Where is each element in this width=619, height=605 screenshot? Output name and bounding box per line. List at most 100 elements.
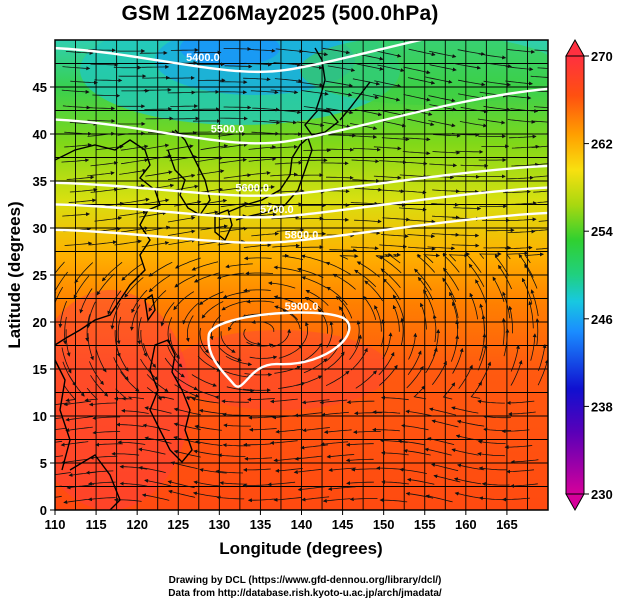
streamline [521, 277, 533, 304]
streamline [85, 470, 114, 475]
streamline [145, 170, 173, 177]
streamline [170, 48, 199, 52]
streamline [129, 304, 141, 331]
streamline [61, 89, 90, 94]
streamline [483, 427, 512, 432]
streamline [453, 206, 482, 211]
streamline [220, 116, 248, 121]
streamline [379, 498, 408, 503]
streamline [329, 248, 358, 253]
streamline [119, 210, 147, 217]
streamline [221, 300, 248, 311]
streamline [392, 304, 400, 332]
streamline [505, 80, 533, 86]
streamline [502, 497, 530, 502]
streamline [224, 370, 252, 379]
colorbar-tick-label: 246 [591, 312, 613, 327]
streamline [245, 271, 274, 276]
streamline [197, 355, 221, 372]
streamline [87, 481, 116, 486]
streamline [460, 106, 489, 114]
streamline [90, 187, 119, 193]
streamline [144, 406, 172, 414]
streamline [278, 344, 303, 359]
streamline [532, 229, 548, 232]
streamline [427, 436, 455, 445]
streamline [243, 171, 271, 176]
streamline [243, 243, 272, 248]
streamline [417, 276, 434, 301]
streamline [148, 274, 171, 293]
streamline [424, 447, 452, 456]
streamline [299, 321, 309, 348]
streamline [216, 272, 245, 280]
coast-china [55, 139, 161, 346]
streamline [506, 175, 534, 180]
streamline [477, 399, 505, 404]
streamline [174, 273, 199, 288]
streamline [382, 278, 401, 301]
streamline [244, 456, 273, 461]
streamline [63, 400, 92, 407]
streamline [68, 198, 97, 203]
streamline [381, 137, 410, 142]
streamline [484, 62, 512, 69]
streamline [335, 295, 353, 319]
streamline [274, 305, 299, 321]
streamline [116, 316, 122, 345]
streamline [166, 344, 183, 368]
streamline [267, 481, 296, 487]
streamline [354, 411, 382, 416]
streamline [354, 187, 383, 192]
streamline [373, 175, 402, 180]
streamline [63, 498, 91, 505]
colorbar-bottom-arrow [565, 493, 585, 512]
streamline [167, 480, 195, 489]
streamline [169, 154, 198, 162]
streamline [510, 483, 538, 488]
streamline [62, 66, 91, 71]
streamline [503, 189, 531, 194]
streamline [399, 161, 428, 166]
streamline [532, 120, 548, 123]
streamline [416, 253, 436, 273]
streamline [171, 116, 200, 121]
streamline [193, 480, 221, 487]
streamline [454, 491, 482, 499]
streamline [220, 226, 248, 233]
x-axis-label: Longitude (degrees) [219, 539, 382, 558]
streamline [222, 412, 250, 417]
streamline [524, 252, 544, 264]
streamline [379, 364, 398, 386]
streamline [243, 467, 271, 472]
streamline [389, 252, 401, 264]
streamline [502, 291, 511, 319]
coast-indochina [55, 359, 71, 471]
streamline [68, 374, 85, 397]
streamline [70, 80, 98, 85]
streamline [303, 358, 328, 374]
streamline [452, 347, 464, 374]
streamline [174, 257, 201, 269]
streamline [219, 80, 248, 85]
streamline [173, 407, 201, 416]
streamline [507, 411, 536, 416]
streamline [167, 90, 196, 95]
streamline [451, 243, 480, 248]
streamline [478, 53, 507, 60]
streamline [87, 118, 116, 123]
streamline [89, 455, 118, 460]
streamline [510, 360, 523, 386]
streamline [326, 286, 348, 306]
streamline [295, 81, 324, 87]
colorbar-ticks: 270 262 254 246 238 230 [584, 49, 613, 502]
streamline [508, 134, 537, 139]
streamline [451, 233, 480, 238]
contour-line [55, 87, 548, 145]
streamline [243, 442, 271, 447]
streamline [407, 350, 422, 376]
streamline [477, 118, 506, 125]
streamline [503, 328, 510, 357]
streamline [195, 156, 224, 163]
coldest-core [180, 40, 280, 66]
